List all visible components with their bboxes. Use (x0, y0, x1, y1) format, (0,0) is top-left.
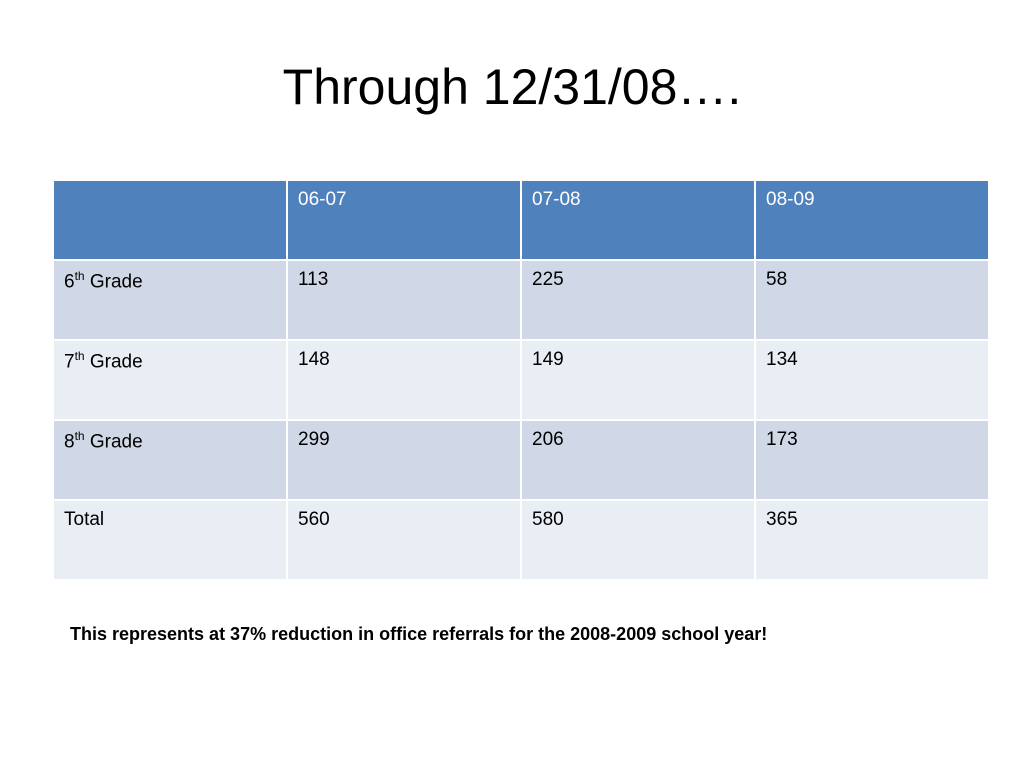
value-cell: 173 (754, 419, 990, 501)
footnote: This represents at 37% reduction in offi… (70, 624, 768, 644)
label-text: Grade (89, 351, 143, 373)
slide-title: Through 12/31/08…. (282, 59, 742, 115)
grade-suffix: th (74, 349, 85, 363)
column-header: 07-08 (520, 179, 756, 261)
value-cell: 148 (286, 339, 522, 421)
table-row: 8th Grade 299 206 173 (52, 419, 990, 501)
row-label: 7th Grade (52, 339, 288, 421)
row-label: Total (52, 499, 288, 581)
grade-number: 8 (64, 431, 75, 453)
value-cell: 134 (754, 339, 990, 421)
value-cell: 225 (520, 259, 756, 341)
label-text: Total (64, 509, 105, 530)
grade-suffix: th (74, 269, 85, 283)
column-header: 06-07 (286, 179, 522, 261)
label-text: Grade (89, 271, 143, 293)
value-cell: 560 (286, 499, 522, 581)
value-cell: 58 (754, 259, 990, 341)
grade-suffix: th (74, 429, 85, 443)
table-row: 6th Grade 113 225 58 (52, 259, 990, 341)
table-row: Total 560 580 365 (52, 499, 990, 581)
grade-number: 6 (64, 271, 75, 293)
value-cell: 113 (286, 259, 522, 341)
value-cell: 299 (286, 419, 522, 501)
grade-number: 7 (64, 351, 75, 373)
table-row: 7th Grade 148 149 134 (52, 339, 990, 421)
value-cell: 365 (754, 499, 990, 581)
row-label: 6th Grade (52, 259, 288, 341)
label-text: Grade (89, 431, 143, 453)
value-cell: 580 (520, 499, 756, 581)
header-row: 06-07 07-08 08-09 (52, 179, 990, 261)
value-cell: 149 (520, 339, 756, 421)
value-cell: 206 (520, 419, 756, 501)
column-header: 08-09 (754, 179, 990, 261)
row-label: 8th Grade (52, 419, 288, 501)
data-table: 06-07 07-08 08-09 6th Grade 113 225 58 7th Gra… (52, 179, 990, 581)
corner-cell (52, 179, 288, 261)
